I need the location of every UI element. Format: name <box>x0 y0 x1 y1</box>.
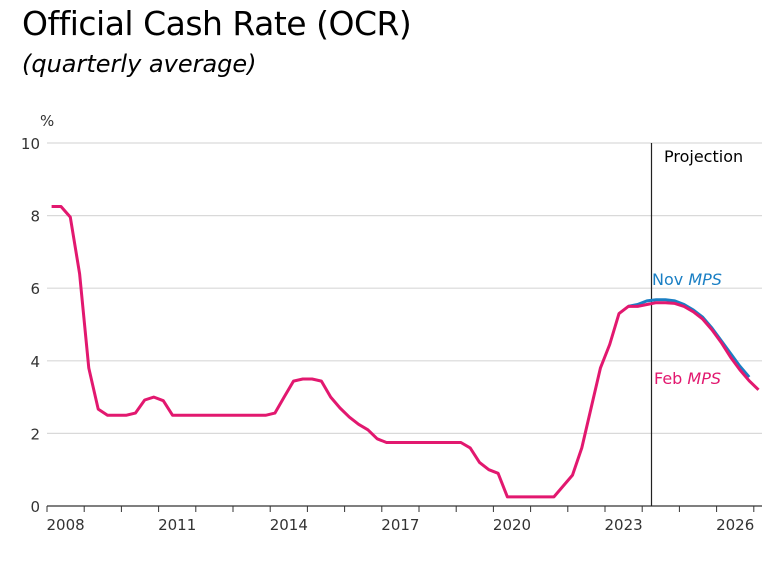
y-tick-label: 10 <box>21 135 40 153</box>
x-tick-label: 2026 <box>716 516 754 534</box>
chart-subtitle: (quarterly average) <box>22 50 257 78</box>
y-tick-label: 4 <box>30 353 40 371</box>
legend-nov-text: Nov <box>652 270 688 289</box>
legend-nov-italic: MPS <box>688 270 722 289</box>
y-axis-unit-label: % <box>40 112 54 130</box>
x-tick-label: 2011 <box>158 516 196 534</box>
x-tick-label: 2017 <box>381 516 419 534</box>
legend-feb-mps: Feb MPS <box>654 369 721 388</box>
legend-feb-text: Feb <box>654 369 687 388</box>
x-tick-label: 2014 <box>270 516 308 534</box>
y-tick-label: 6 <box>30 280 40 298</box>
legend-nov-mps: Nov MPS <box>652 270 722 289</box>
y-tick-label: 8 <box>30 208 40 226</box>
y-tick-label: 0 <box>30 498 40 516</box>
y-tick-label: 2 <box>30 425 40 443</box>
series-line-nov-mps <box>627 298 751 379</box>
legend-feb-italic: MPS <box>687 369 721 388</box>
chart-title: Official Cash Rate (OCR) <box>22 4 412 43</box>
series-line-feb-mps <box>51 205 760 499</box>
x-tick-label: 2020 <box>493 516 531 534</box>
x-tick-label: 2008 <box>47 516 85 534</box>
x-tick-label: 2023 <box>605 516 643 534</box>
projection-label: Projection <box>664 147 743 166</box>
